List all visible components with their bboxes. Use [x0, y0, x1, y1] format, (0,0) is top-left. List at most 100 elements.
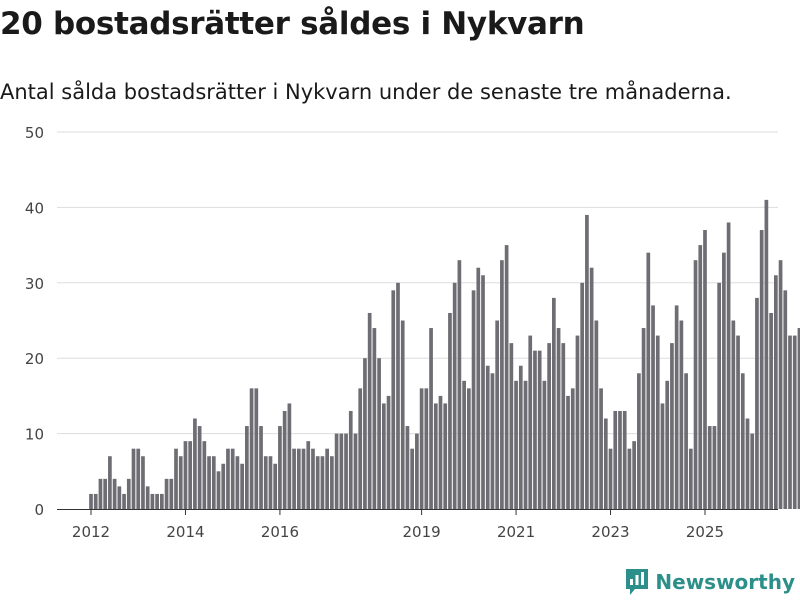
bar: [424, 388, 429, 509]
bar: [150, 493, 155, 509]
bar: [476, 267, 481, 509]
newsworthy-icon: [626, 569, 649, 595]
bar: [698, 245, 703, 509]
bar: [249, 388, 254, 509]
bar: [98, 478, 103, 509]
bar: [481, 275, 485, 509]
bar: [197, 426, 202, 509]
bar: [575, 335, 580, 509]
bar: [301, 448, 306, 509]
bar: [433, 403, 438, 509]
bar: [523, 380, 528, 509]
bar: [438, 395, 443, 509]
bar: [561, 343, 566, 509]
x-tick-label: 2014: [166, 523, 204, 541]
bar: [377, 358, 381, 509]
bar: [585, 214, 589, 509]
bar: [556, 328, 561, 509]
bar: [263, 456, 268, 509]
bar: [126, 478, 131, 509]
bar: [547, 343, 551, 509]
bar: [660, 403, 665, 509]
bar: [566, 395, 570, 509]
bar: [745, 418, 750, 509]
x-tick-label: 2023: [591, 523, 629, 541]
bar: [141, 456, 145, 509]
bar: [429, 328, 433, 509]
bar: [348, 410, 353, 509]
bar: [245, 426, 249, 509]
bar: [712, 426, 717, 509]
bar: [788, 335, 792, 509]
bar: [320, 456, 325, 509]
bar: [386, 395, 391, 509]
bar: [381, 403, 386, 509]
bar: [315, 456, 320, 509]
bar: [618, 410, 622, 509]
bar: [755, 297, 759, 509]
bar: [89, 493, 93, 509]
bar: [726, 222, 731, 510]
bar: [769, 312, 773, 509]
y-tick-label: 20: [25, 350, 44, 368]
bar: [174, 448, 178, 509]
bar: [570, 388, 575, 509]
bar: [396, 282, 400, 509]
bar: [632, 441, 636, 509]
bar: [419, 388, 424, 509]
bar: [528, 335, 533, 509]
bar: [400, 320, 405, 509]
x-tick-label: 2012: [72, 523, 110, 541]
bar: [306, 441, 311, 509]
bar: [457, 260, 462, 509]
bar: [679, 320, 684, 509]
bar: [448, 312, 452, 509]
bar: [278, 426, 282, 509]
x-tick-label: 2019: [403, 523, 441, 541]
bar: [235, 456, 240, 509]
y-tick-label: 0: [34, 501, 44, 519]
bar: [287, 403, 292, 509]
bar: [665, 380, 670, 509]
bar: [736, 335, 740, 509]
bar: [651, 305, 655, 509]
bar: [230, 448, 235, 509]
bar: [641, 328, 646, 509]
bar: [485, 365, 490, 509]
bar: [339, 433, 344, 509]
chart-title: 20 bostadsrätter såldes i Nykvarn: [0, 6, 585, 42]
bar: [707, 426, 712, 509]
bar: [537, 350, 542, 509]
bar: [504, 245, 509, 509]
brand-name: Newsworthy: [655, 570, 795, 594]
bar: [405, 426, 410, 509]
bar: [325, 448, 329, 509]
bar: [311, 448, 315, 509]
bar: [292, 448, 296, 509]
bar: [542, 380, 547, 509]
bar: [518, 365, 523, 509]
bar: [717, 282, 722, 509]
x-axis: 2012 2014 2016 2019 2021 2023 2025: [57, 509, 778, 541]
bar: [552, 297, 556, 509]
bar: [169, 478, 174, 509]
bar: [160, 493, 164, 509]
bar: [722, 252, 726, 509]
bar: [112, 478, 117, 509]
bar: [145, 486, 150, 509]
bar: [410, 448, 415, 509]
bar: [589, 267, 594, 509]
y-tick-label: 40: [25, 199, 44, 217]
bar: [226, 448, 230, 509]
bar: [466, 388, 471, 509]
bar: [268, 456, 273, 509]
bar: [452, 282, 457, 509]
bar: [778, 260, 783, 509]
bar: [797, 328, 800, 509]
bar: [613, 410, 618, 509]
bar: [131, 448, 136, 509]
bar: [684, 373, 688, 509]
bar: [750, 433, 755, 509]
bar: [122, 493, 126, 509]
